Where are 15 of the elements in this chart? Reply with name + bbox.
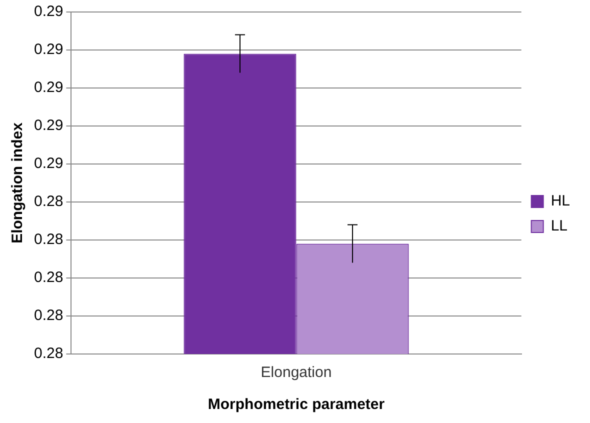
y-tick-label: 0.29 xyxy=(34,155,64,172)
x-axis-title: Morphometric parameter xyxy=(208,396,385,414)
y-tick-label: 0.28 xyxy=(34,307,64,324)
legend-label: HL xyxy=(550,192,570,210)
y-axis-title: Elongation index xyxy=(9,122,26,244)
y-tick-label: 0.28 xyxy=(34,345,64,362)
y-tick-label: 0.29 xyxy=(34,117,64,134)
y-tick-label: 0.28 xyxy=(34,231,64,248)
legend-label: LL xyxy=(550,218,568,235)
y-tick-label: 0.28 xyxy=(34,193,64,210)
y-tick-label: 0.28 xyxy=(34,269,64,286)
x-tick-label: Elongation xyxy=(260,364,332,382)
y-tick-label: 0.29 xyxy=(34,79,64,96)
y-tick-label: 0.29 xyxy=(34,41,64,58)
y-tick-label: 0.29 xyxy=(34,3,64,20)
